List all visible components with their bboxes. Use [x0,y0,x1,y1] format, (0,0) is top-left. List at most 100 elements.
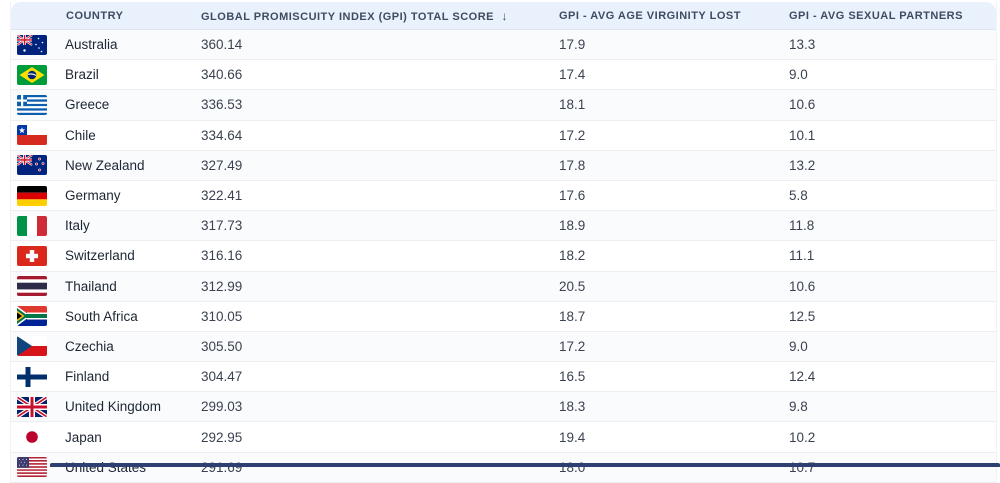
score-cell: 292.95 [201,429,243,445]
partners-cell: 10.7 [789,459,816,475]
age-cell: 17.2 [559,338,586,354]
column-header-label: GLOBAL PROMISCUITY INDEX (GPI) TOTAL SCO… [201,10,494,23]
table-row: United Kingdom 299.03 18.3 9.8 [11,392,996,423]
age-cell: 19.4 [559,429,586,445]
partners-cell: 11.8 [789,218,815,234]
country-cell: Finland [11,366,201,387]
country-cell: Thailand [11,276,201,297]
finland-flag-icon [17,366,47,387]
table-header-row: COUNTRY GLOBAL PROMISCUITY INDEX (GPI) T… [11,2,996,30]
country-cell: Chile [11,125,201,146]
country-cell: Switzerland [11,245,201,266]
column-header-avg-sexual-partners[interactable]: GPI - AVG SEXUAL PARTNERS [789,9,963,22]
country-name: Italy [65,218,90,234]
chile-flag-icon [17,125,47,146]
score-cell: 299.03 [201,399,243,415]
table-row: Australia 360.14 17.9 13.3 [11,30,996,61]
table-row: Chile 334.64 17.2 10.1 [11,120,996,151]
country-name: Brazil [65,67,99,83]
column-header-country[interactable]: COUNTRY [66,9,124,22]
age-cell: 18.9 [559,218,586,234]
score-cell: 305.50 [201,338,243,354]
partners-cell: 10.6 [789,97,816,113]
germany-flag-icon [17,185,47,206]
australia-flag-icon [17,34,47,55]
country-name: Japan [65,429,102,445]
table-row: Italy 317.73 18.9 11.8 [11,211,996,242]
table-row: Japan 292.95 19.4 10.2 [11,422,996,453]
score-cell: 310.05 [201,308,243,324]
country-cell: Czechia [11,336,201,357]
country-name: Switzerland [65,248,135,264]
country-cell: New Zealand [11,155,201,176]
table-row: Brazil 340.66 17.4 9.0 [11,60,996,91]
country-name: New Zealand [65,157,145,173]
age-cell: 17.4 [559,67,586,83]
country-name: Czechia [65,338,114,354]
country-cell: Australia [11,34,201,55]
age-cell: 17.9 [559,37,586,53]
age-cell: 18.7 [559,308,586,324]
country-cell: South Africa [11,306,201,327]
country-name: Australia [65,37,118,53]
table-row: Switzerland 316.16 18.2 11.1 [11,241,996,272]
sort-descending-icon: ↓ [501,8,509,23]
partners-cell: 9.8 [789,399,808,415]
partners-cell: 10.2 [789,429,816,445]
age-cell: 18.1 [559,97,586,113]
country-name: Finland [65,369,110,385]
score-cell: 312.99 [201,278,243,294]
score-cell: 360.14 [201,37,243,53]
score-cell: 322.41 [201,188,243,204]
table-row: Thailand 312.99 20.5 10.6 [11,271,996,302]
country-cell: Germany [11,185,201,206]
age-cell: 17.8 [559,157,586,173]
country-name: Greece [65,97,110,113]
score-cell: 334.64 [201,127,243,143]
partners-cell: 13.2 [789,157,816,173]
czechia-flag-icon [17,336,47,357]
column-header-avg-age-virginity-lost[interactable]: GPI - AVG AGE VIRGINITY LOST [559,9,741,22]
score-cell: 291.69 [201,459,243,475]
score-cell: 327.49 [201,157,243,173]
age-cell: 17.2 [559,127,586,143]
country-name: Chile [65,127,96,143]
table-row: South Africa 310.05 18.7 12.5 [11,301,996,332]
brazil-flag-icon [17,64,47,85]
thailand-flag-icon [17,276,47,297]
partners-cell: 12.4 [789,369,816,385]
age-cell: 16.5 [559,369,586,385]
country-cell: Greece [11,94,201,115]
country-name: Germany [65,188,121,204]
country-name: United Kingdom [65,399,162,415]
country-name: Thailand [65,278,117,294]
table-row: New Zealand 327.49 17.8 13.2 [11,150,996,181]
score-cell: 304.47 [201,369,243,385]
greece-flag-icon [17,94,47,115]
country-cell: United States [11,457,201,478]
promiscuity-index-table: COUNTRY GLOBAL PROMISCUITY INDEX (GPI) T… [10,2,997,483]
table-row: Czechia 305.50 17.2 9.0 [11,331,996,363]
south-africa-flag-icon [17,306,47,327]
united-kingdom-flag-icon [17,396,47,417]
country-cell: Japan [11,427,201,448]
partners-cell: 9.0 [789,338,808,354]
age-cell: 18.3 [559,399,586,415]
table-row: Germany 322.41 17.6 5.8 [11,180,996,212]
bottom-navy-bar [50,462,1000,467]
country-name: South Africa [65,308,138,324]
partners-cell: 11.1 [789,248,815,264]
partners-cell: 9.0 [789,67,808,83]
country-cell: Brazil [11,64,201,85]
partners-cell: 12.5 [789,308,816,324]
age-cell: 18.0 [559,459,586,475]
column-header-gpi-total-score[interactable]: GLOBAL PROMISCUITY INDEX (GPI) TOTAL SCO… [201,9,559,23]
age-cell: 17.6 [559,188,586,204]
partners-cell: 5.8 [789,188,808,204]
table-row: United States 291.69 18.0 10.7 [11,452,996,483]
country-cell: Italy [11,215,201,236]
italy-flag-icon [17,215,47,236]
switzerland-flag-icon [17,245,47,266]
score-cell: 316.16 [201,248,243,264]
age-cell: 18.2 [559,248,586,264]
